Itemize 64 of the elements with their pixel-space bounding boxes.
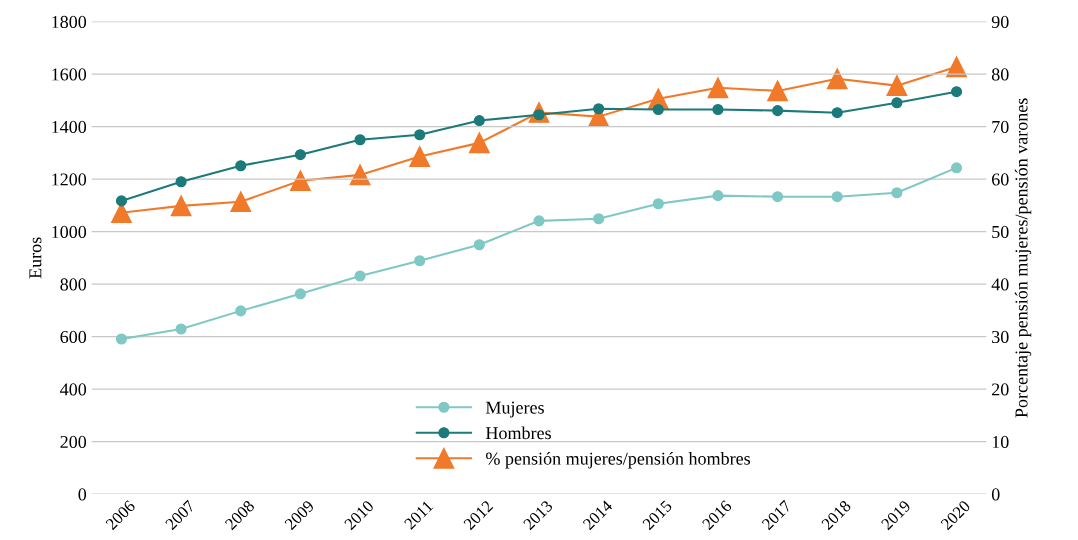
point (235, 305, 247, 317)
point (772, 105, 784, 117)
legend-label: % pensión mujeres/pensión hombres (486, 452, 751, 469)
y-tick-label: 1200 (52, 173, 87, 186)
point (831, 107, 843, 119)
point (950, 86, 963, 98)
point (593, 103, 605, 115)
y-tick-label: 1800 (52, 15, 87, 29)
point (826, 68, 848, 90)
point (414, 129, 426, 141)
point (235, 160, 247, 172)
legend-label: Mujeres (485, 401, 544, 418)
point (230, 191, 252, 213)
point (712, 190, 724, 202)
point (115, 195, 128, 207)
point (950, 162, 963, 174)
y2-tick-label: 10 (992, 435, 1009, 449)
point (468, 132, 490, 154)
point (175, 176, 187, 188)
point (409, 146, 431, 167)
point (473, 115, 485, 127)
point (652, 103, 664, 116)
point (652, 198, 664, 210)
y-tick-label: 200 (60, 435, 87, 449)
y-tick-label: 600 (60, 330, 87, 344)
point (354, 270, 366, 282)
y2-tick-label: 50 (992, 225, 1009, 239)
x-tick-label: 2011 (403, 500, 434, 530)
y-tick-label: 1000 (52, 225, 87, 239)
legend-label: Hombres (485, 426, 551, 440)
point (891, 187, 903, 199)
y2-tick-label: 90 (991, 15, 1009, 29)
y2-tick-label: 70 (992, 120, 1009, 134)
point (772, 191, 784, 203)
point (533, 215, 545, 227)
point (354, 134, 366, 146)
point (294, 288, 306, 300)
y2-tick-label: 80 (991, 68, 1009, 81)
point (593, 213, 605, 225)
y2-tick-label: 30 (992, 330, 1009, 344)
y-tick-label: 800 (60, 278, 87, 291)
y2-tick-label: 0 (991, 488, 1000, 501)
y2-axis-title: Porcentaje pensión mujeres/pensión varones (1014, 98, 1032, 418)
y-tick-label: 0 (78, 488, 87, 501)
y-tick-label: 1600 (52, 68, 87, 81)
point (891, 97, 903, 109)
point (414, 255, 426, 267)
point (473, 239, 485, 251)
point (767, 80, 789, 102)
y2-tick-label: 20 (992, 383, 1009, 396)
point (294, 149, 306, 161)
point (289, 170, 311, 192)
point (707, 77, 729, 99)
point (712, 103, 724, 116)
point (886, 75, 908, 97)
point (831, 191, 843, 203)
point (115, 333, 128, 345)
y-tick-label: 1400 (52, 120, 87, 134)
y-tick-label: 400 (60, 383, 87, 396)
y-axis-title: Euros (29, 237, 42, 279)
y2-tick-label: 40 (991, 278, 1009, 291)
point (170, 195, 192, 217)
y2-tick-label: 60 (992, 173, 1009, 186)
point (175, 323, 187, 335)
